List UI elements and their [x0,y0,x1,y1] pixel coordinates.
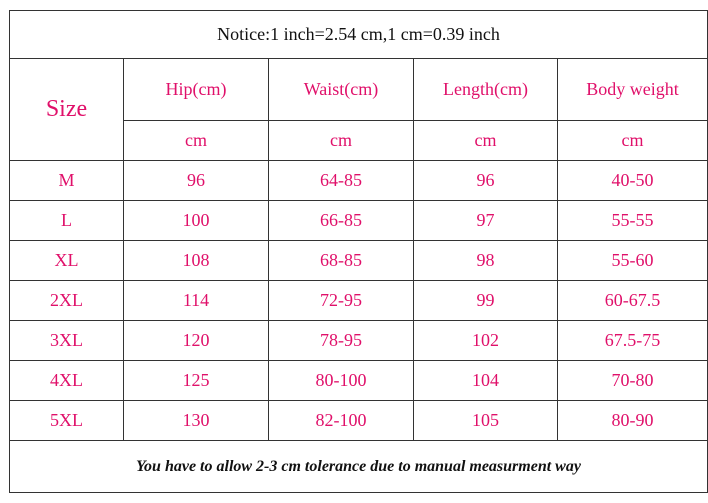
data-row: L 100 66-85 97 55-55 [9,200,708,241]
size-label: 4XL [9,360,124,401]
cell: 130 [123,400,269,441]
cell: 67.5-75 [557,320,708,361]
column-header: Waist(cm) [268,58,414,121]
size-label: M [9,160,124,201]
header-row: Size Hip(cm) Waist(cm) Length(cm) Body weig… [9,58,708,161]
cell: 66-85 [268,200,414,241]
notice: Notice:1 inch=2.54 cm,1 cm=0.39 inch [9,10,708,59]
cell: 55-60 [557,240,708,281]
size-label: 2XL [9,280,124,321]
cell: 114 [123,280,269,321]
size-label: XL [9,240,124,281]
size-label: 3XL [9,320,124,361]
cell: 99 [413,280,558,321]
cell: 80-90 [557,400,708,441]
footer-note: You have to allow 2-3 cm tolerance due t… [9,440,708,493]
cell: 80-100 [268,360,414,401]
cell: 60-67.5 [557,280,708,321]
footer-row: You have to allow 2-3 cm tolerance due t… [9,440,708,493]
column-header: Hip(cm) [123,58,269,121]
cell: 125 [123,360,269,401]
cell: 108 [123,240,269,281]
column-header: Body weight [557,58,708,121]
data-row: 2XL 114 72-95 99 60-67.5 [9,280,708,321]
size-table: Notice:1 inch=2.54 cm,1 cm=0.39 inch Siz… [9,10,708,493]
size-label: L [9,200,124,241]
cell: 98 [413,240,558,281]
unit-row: cm cm cm cm [10,120,708,161]
unit-label: cm [557,120,708,161]
unit-label: cm [123,120,269,161]
data-row: XL 108 68-85 98 55-60 [9,240,708,281]
cell: 70-80 [557,360,708,401]
cell: 40-50 [557,160,708,201]
cell: 82-100 [268,400,414,441]
unit-label: cm [268,120,414,161]
size-label: 5XL [9,400,124,441]
cell: 55-55 [557,200,708,241]
table-body: Notice:1 inch=2.54 cm,1 cm=0.39 inch Siz… [9,10,708,493]
cell: 64-85 [268,160,414,201]
cell: 105 [413,400,558,441]
data-row: 3XL 120 78-95 102 67.5-75 [9,320,708,361]
cell: 97 [413,200,558,241]
unit-label: cm [413,120,558,161]
cell: 104 [413,360,558,401]
notice-row: Notice:1 inch=2.54 cm,1 cm=0.39 inch [9,10,708,59]
cell: 96 [413,160,558,201]
cell: 120 [123,320,269,361]
column-header: Length(cm) [413,58,558,121]
cell: 96 [123,160,269,201]
size-header: Size [9,58,124,161]
cell: 100 [123,200,269,241]
cell: 68-85 [268,240,414,281]
data-row: 4XL 125 80-100 104 70-80 [9,360,708,401]
cell: 102 [413,320,558,361]
cell: 72-95 [268,280,414,321]
data-row: 5XL 130 82-100 105 80-90 [9,400,708,441]
cell: 78-95 [268,320,414,361]
data-row: M 96 64-85 96 40-50 [9,160,708,201]
